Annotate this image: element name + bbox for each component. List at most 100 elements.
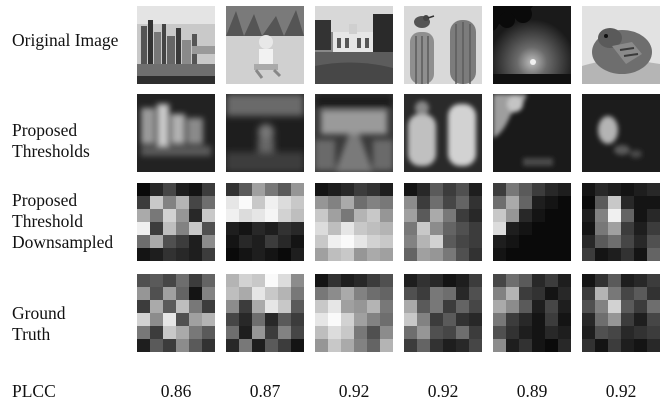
grid-block: [380, 183, 393, 197]
grid-block: [493, 326, 507, 340]
grid-block: [506, 287, 520, 301]
grid-block: [137, 326, 151, 340]
grid-block: [404, 183, 418, 197]
grid-block: [202, 183, 215, 197]
grid-block: [621, 339, 635, 352]
grid-block: [621, 235, 635, 249]
grid-block: [506, 339, 520, 352]
grid-block: [367, 248, 381, 261]
grid-block: [202, 196, 215, 210]
grid-block: [634, 196, 648, 210]
grid-block: [634, 235, 648, 249]
grid-block: [341, 235, 355, 249]
grid-block: [532, 326, 546, 340]
grid-block: [265, 313, 279, 327]
grid-block: [354, 222, 368, 236]
grid-block: [430, 196, 444, 210]
grid-block: [506, 313, 520, 327]
grid-block: [532, 196, 546, 210]
grid-block: [519, 209, 533, 223]
grid-block: [176, 196, 190, 210]
grid-block: [163, 235, 177, 249]
ground-truth-grid-3: [315, 274, 393, 352]
grid-block: [202, 222, 215, 236]
grid-block: [545, 300, 559, 314]
grid-block: [150, 287, 164, 301]
grid-block: [506, 222, 520, 236]
grid-block: [595, 287, 609, 301]
grid-block: [634, 313, 648, 327]
grid-block: [519, 339, 533, 352]
grid-block: [532, 248, 546, 261]
grid-block: [417, 209, 431, 223]
grid-block: [328, 274, 342, 288]
grid-block: [558, 183, 571, 197]
grid-block: [417, 183, 431, 197]
grid-block: [506, 248, 520, 261]
grid-block: [493, 248, 507, 261]
grid-block: [443, 222, 457, 236]
grid-block: [150, 183, 164, 197]
grid-block: [404, 222, 418, 236]
grid-block: [315, 287, 329, 301]
grid-block: [328, 339, 342, 352]
grid-block: [278, 183, 292, 197]
grid-block: [417, 274, 431, 288]
grid-block: [226, 235, 240, 249]
downsampled-grid-6: [582, 183, 660, 261]
grid-block: [545, 248, 559, 261]
grid-block: [239, 235, 253, 249]
grid-block: [582, 222, 596, 236]
grid-block: [202, 287, 215, 301]
grid-block: [582, 235, 596, 249]
grid-block: [443, 248, 457, 261]
grid-block: [558, 248, 571, 261]
grid-block: [202, 313, 215, 327]
grid-block: [634, 300, 648, 314]
grid-block: [176, 300, 190, 314]
grid-block: [443, 274, 457, 288]
grid-block: [558, 339, 571, 352]
grid-block: [506, 235, 520, 249]
grid-block: [202, 248, 215, 261]
grid-block: [176, 222, 190, 236]
grid-block: [469, 274, 482, 288]
grid-block: [137, 300, 151, 314]
grid-block: [315, 339, 329, 352]
threshold-map-4: [404, 94, 482, 172]
grid-block: [189, 183, 203, 197]
grid-block: [647, 209, 660, 223]
grid-block: [608, 248, 622, 261]
plcc-label: PLCC: [12, 381, 56, 401]
grid-block: [595, 300, 609, 314]
grid-block: [558, 313, 571, 327]
grid-block: [341, 183, 355, 197]
grid-block: [226, 287, 240, 301]
grid-block: [404, 313, 418, 327]
grid-block: [582, 248, 596, 261]
grid-block: [176, 313, 190, 327]
grid-block: [493, 287, 507, 301]
grid-block: [417, 287, 431, 301]
grid-block: [265, 235, 279, 249]
grid-block: [582, 209, 596, 223]
grid-block: [404, 287, 418, 301]
original-image-bird-on-cactus: [404, 6, 482, 84]
grid-block: [163, 326, 177, 340]
grid-block: [469, 196, 482, 210]
grid-block: [354, 196, 368, 210]
grid-block: [430, 209, 444, 223]
grid-block: [150, 222, 164, 236]
grid-block: [506, 196, 520, 210]
grid-block: [595, 339, 609, 352]
grid-block: [354, 183, 368, 197]
grid-block: [341, 313, 355, 327]
row-label-original-image: Original Image: [12, 30, 119, 50]
grid-block: [404, 209, 418, 223]
grid-block: [430, 339, 444, 352]
row-label-threshold-downsampled: Proposed Threshold Downsampled: [12, 190, 114, 252]
grid-block: [341, 339, 355, 352]
grid-block: [189, 248, 203, 261]
grid-block: [430, 287, 444, 301]
grid-block: [341, 222, 355, 236]
